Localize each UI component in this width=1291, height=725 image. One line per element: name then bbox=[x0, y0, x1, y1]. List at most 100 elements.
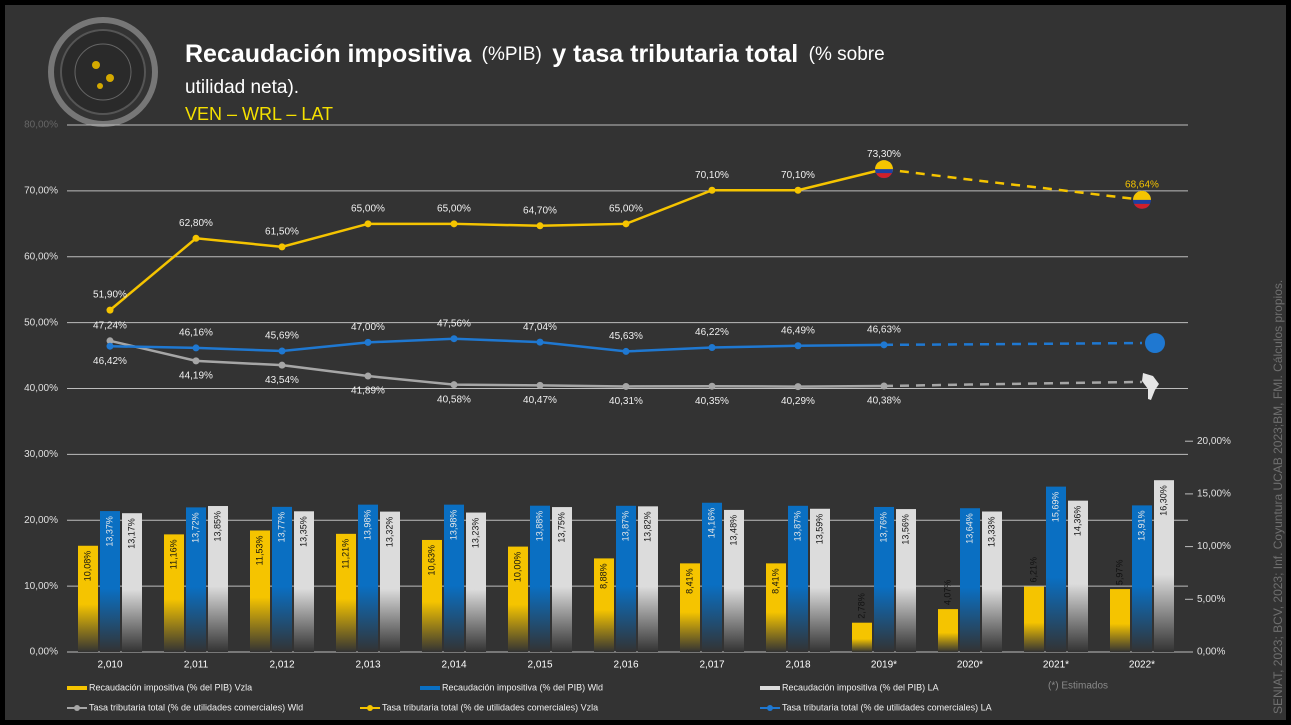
x-tick-label: 2019* bbox=[871, 660, 897, 671]
line-value-label: 65,00% bbox=[351, 203, 385, 214]
y2-tick-label: 20,00% bbox=[1197, 436, 1231, 447]
bar-value-label: 13,35% bbox=[298, 516, 308, 547]
bar bbox=[358, 504, 378, 652]
x-tick-label: 2020* bbox=[957, 660, 983, 671]
line-value-label: 51,90% bbox=[93, 290, 127, 301]
line-value-label: 45,69% bbox=[265, 331, 299, 342]
title-part: (% sobre bbox=[809, 44, 885, 65]
bar-value-label: 13,48% bbox=[728, 515, 738, 546]
source: SENIAT, 2023; BCV, 2023; Inf. Coyuntura … bbox=[1271, 280, 1285, 714]
line-value-label: 68,64% bbox=[1125, 179, 1159, 190]
bar bbox=[380, 511, 400, 652]
line bbox=[109, 167, 885, 312]
flag-part bbox=[1133, 190, 1151, 200]
bar-value-label: 13,72% bbox=[190, 512, 200, 543]
line-value-label: 43,54% bbox=[265, 375, 299, 386]
bar bbox=[938, 609, 958, 652]
bar-value-label: 11,53% bbox=[254, 535, 264, 565]
y2-tick-label: 5,00% bbox=[1197, 594, 1225, 605]
bar-value-label: 10,63% bbox=[426, 545, 436, 576]
line-value-label: 44,19% bbox=[179, 371, 213, 382]
bar bbox=[874, 506, 894, 652]
line-marker bbox=[708, 344, 716, 352]
bar bbox=[594, 558, 614, 652]
bar-value-label: 13,23% bbox=[470, 518, 480, 549]
line-value-label: 40,47% bbox=[523, 395, 557, 406]
legend-label: Recaudación impositiva (% del PIB) Vzla bbox=[89, 682, 252, 692]
bar-value-label: 13,32% bbox=[384, 517, 394, 548]
y-tick-label: 10,00% bbox=[24, 581, 58, 592]
line-marker bbox=[794, 342, 802, 350]
bar-value-label: 14,36% bbox=[1072, 506, 1082, 537]
bar-value-label: 13,88% bbox=[534, 511, 544, 542]
line-value-label: 41,89% bbox=[351, 386, 385, 397]
bar bbox=[552, 507, 572, 652]
x-tick-label: 2,017 bbox=[699, 660, 724, 671]
x-tick-label: 2,011 bbox=[184, 660, 209, 671]
line-marker bbox=[106, 342, 114, 350]
bar-value-label: 13,85% bbox=[212, 511, 222, 542]
line-marker bbox=[622, 220, 630, 228]
bar-value-label: 11,16% bbox=[168, 539, 178, 569]
line-marker bbox=[364, 372, 372, 380]
title-part: (%PIB) bbox=[482, 44, 542, 65]
line-marker bbox=[278, 243, 286, 251]
line-value-label: 40,31% bbox=[609, 396, 643, 407]
bar bbox=[702, 502, 722, 652]
bar-value-label: 13,64% bbox=[964, 513, 974, 544]
bar bbox=[1110, 589, 1130, 652]
bar-value-label: 13,87% bbox=[620, 511, 630, 542]
bar-value-label: 13,76% bbox=[878, 512, 888, 543]
bar bbox=[638, 506, 658, 652]
line-value-label: 62,80% bbox=[179, 218, 213, 229]
x-tick-label: 2,013 bbox=[355, 660, 380, 671]
bar-value-label: 8,41% bbox=[684, 568, 694, 594]
line-marker bbox=[278, 347, 286, 355]
bar-value-label: 4,07% bbox=[942, 580, 952, 606]
line bbox=[109, 337, 885, 353]
flag-part bbox=[1134, 203, 1150, 209]
line-value-label: 73,30% bbox=[867, 149, 901, 160]
flag-part bbox=[876, 173, 892, 179]
line-value-label: 47,00% bbox=[351, 322, 385, 333]
bar-value-label: 13,87% bbox=[792, 511, 802, 542]
y-tick-label: 30,00% bbox=[24, 449, 58, 460]
bar bbox=[1154, 480, 1174, 652]
line-marker bbox=[708, 186, 716, 194]
line-marker bbox=[192, 357, 200, 365]
bar bbox=[122, 513, 142, 652]
chart-title: Recaudación impositiva (%PIB) y tasa tri… bbox=[185, 40, 885, 68]
chart-subtitle: VEN – WRL – LAT bbox=[185, 104, 333, 124]
line-value-label: 65,00% bbox=[437, 203, 471, 214]
bar bbox=[336, 533, 356, 652]
line-value-label: 47,24% bbox=[93, 320, 127, 331]
line-value-label: 46,49% bbox=[781, 325, 815, 336]
line-value-label: 40,29% bbox=[781, 396, 815, 407]
line-marker bbox=[450, 220, 458, 228]
bar-value-label: 13,59% bbox=[814, 514, 824, 545]
bar bbox=[1132, 505, 1152, 652]
line-marker bbox=[450, 381, 458, 389]
bar bbox=[960, 508, 980, 652]
bar-value-label: 13,77% bbox=[276, 512, 286, 543]
bar bbox=[896, 509, 916, 652]
bar-value-label: 16,30% bbox=[1158, 485, 1168, 516]
x-tick-label: 2,012 bbox=[269, 660, 294, 671]
line-marker bbox=[622, 347, 630, 355]
bar bbox=[294, 511, 314, 652]
bar bbox=[272, 506, 292, 652]
bar-value-label: 13,98% bbox=[362, 510, 372, 541]
line-value-label: 46,16% bbox=[179, 328, 213, 339]
line-value-label: 40,58% bbox=[437, 394, 471, 405]
title-part: y tasa tributaria total bbox=[552, 40, 798, 68]
bar bbox=[208, 506, 228, 652]
line-value-label: 65,00% bbox=[609, 203, 643, 214]
legend-label: Tasa tributaria total (% de utilidades c… bbox=[382, 702, 598, 712]
x-tick-label: 2022* bbox=[1129, 660, 1155, 671]
bar bbox=[680, 563, 700, 652]
legend-swatch bbox=[767, 705, 773, 711]
note: (*) Estimados bbox=[1048, 681, 1108, 692]
bar-value-label: 13,56% bbox=[900, 514, 910, 545]
bar-value-label: 13,75% bbox=[556, 512, 566, 543]
bar bbox=[982, 511, 1002, 652]
